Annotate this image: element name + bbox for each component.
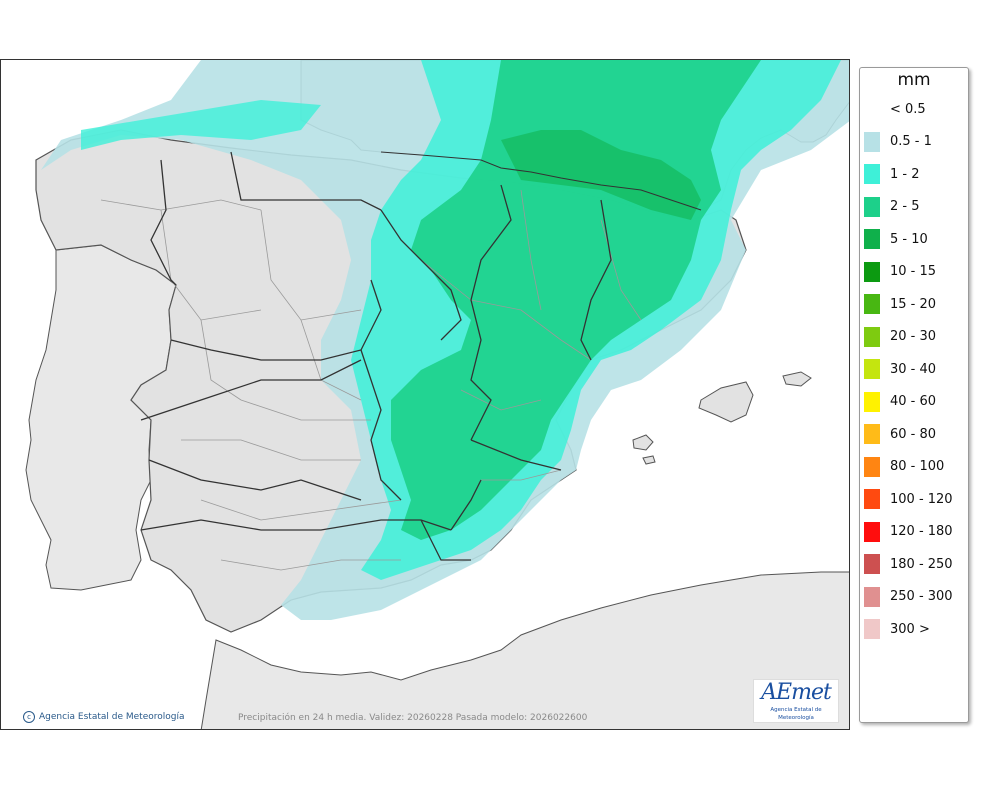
ibiza-island (632, 434, 654, 451)
legend-unit: mm (897, 70, 931, 90)
legend-item: 30 - 40 (864, 359, 936, 379)
copyright-icon: c (23, 711, 35, 723)
legend-label: 0.5 - 1 (890, 134, 932, 149)
legend-label: 80 - 100 (890, 459, 945, 474)
legend-label: 20 - 30 (890, 329, 937, 344)
legend-item: 2 - 5 (864, 196, 920, 217)
region-borders (140, 151, 612, 561)
legend-item: 180 - 250 (864, 554, 953, 574)
precip-zone-1-2-north (81, 100, 321, 150)
legend-item: 10 - 15 (864, 261, 937, 282)
legend-swatch (864, 391, 880, 412)
legend-item: 120 - 180 (864, 521, 953, 542)
legend-label: 40 - 60 (890, 394, 937, 409)
legend-swatch (864, 456, 880, 477)
legend-swatch (864, 326, 880, 347)
legend-label: 60 - 80 (890, 426, 937, 442)
legend-item: 20 - 30 (864, 326, 937, 347)
legend-label: 30 - 40 (890, 361, 937, 377)
precipitation-map: c Agencia Estatal de Meteorología Precip… (0, 59, 850, 730)
legend-item: 300 > (864, 619, 930, 639)
legend-swatch (864, 554, 880, 574)
legend-label: < 0.5 (890, 101, 926, 117)
mallorca-island (698, 381, 754, 423)
legend-item: 80 - 100 (864, 456, 945, 477)
legend-item: 60 - 80 (864, 424, 936, 444)
formentera-island (642, 455, 656, 465)
menorca-island (782, 371, 812, 387)
legend-swatch (864, 619, 880, 639)
logo-mark: AEmet (761, 680, 832, 705)
legend-label: 180 - 250 (890, 556, 953, 572)
legend-swatch (864, 164, 880, 184)
legend-label: 120 - 180 (890, 524, 953, 539)
credit-line: c Agencia Estatal de Meteorología (23, 711, 185, 723)
legend-item: 5 - 10 (864, 229, 928, 249)
legend-swatch (864, 424, 880, 444)
credit-text: Agencia Estatal de Meteorología (39, 712, 185, 722)
africa-land (200, 571, 849, 729)
legend-swatch (864, 229, 880, 249)
legend-swatch (864, 294, 880, 314)
legend-swatch (864, 196, 880, 217)
legend-label: 300 > (890, 621, 930, 637)
legend-item: 40 - 60 (864, 391, 937, 412)
legend-item: 15 - 20 (864, 294, 936, 314)
logo-subtitle: Agencia Estatal de Meteorología (770, 707, 822, 721)
legend-item: 1 - 2 (864, 164, 920, 184)
legend-swatch (864, 586, 880, 607)
precip-zone-5-10 (501, 130, 701, 220)
legend-swatch (864, 261, 880, 282)
legend-panel: mm < 0.5 0.5 - 1 1 - 2 2 - 5 5 - 10 10 - 15 15… (859, 67, 969, 723)
legend-label: 5 - 10 (890, 231, 928, 247)
legend-label: 15 - 20 (890, 296, 937, 312)
aemet-logo: AEmet Agencia Estatal de Meteorología (753, 679, 839, 723)
map-canvas (1, 60, 849, 729)
legend-item: 0.5 - 1 (864, 131, 932, 152)
legend-item: < 0.5 (864, 99, 926, 119)
map-caption: Precipitación en 24 h media. Validez: 20… (238, 713, 588, 723)
legend-swatch (864, 489, 880, 509)
legend-label: 2 - 5 (890, 199, 920, 214)
legend-swatch (864, 359, 880, 379)
legend-label: 250 - 300 (890, 589, 953, 604)
legend-label: 10 - 15 (890, 264, 937, 279)
legend-label: 1 - 2 (890, 166, 920, 182)
pyrenees-border (380, 151, 702, 211)
legend-label: 100 - 120 (890, 491, 953, 507)
legend-item: 100 - 120 (864, 489, 953, 509)
legend-swatch (864, 521, 880, 542)
legend-item: 250 - 300 (864, 586, 953, 607)
legend-swatch (864, 99, 880, 119)
legend-swatch (864, 131, 880, 152)
